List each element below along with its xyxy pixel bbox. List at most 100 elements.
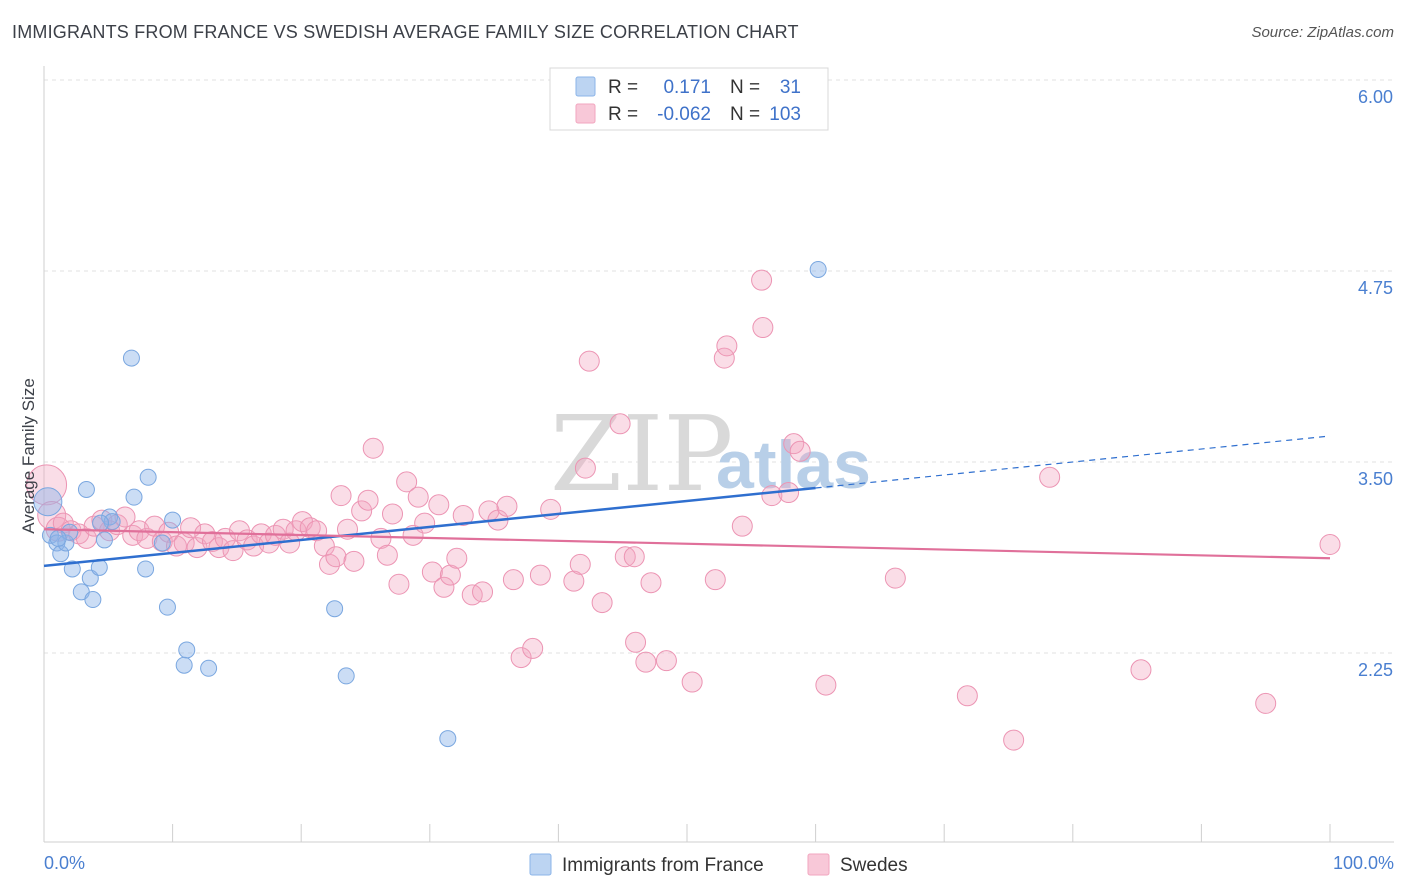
- france-point: [139, 468, 157, 486]
- france-point: [95, 531, 113, 549]
- swedes-point: [625, 631, 647, 653]
- legend-box: [549, 67, 829, 131]
- france-point: [125, 488, 143, 506]
- swedes-point: [681, 671, 703, 693]
- france-point: [200, 659, 218, 677]
- swedes-point: [330, 485, 352, 507]
- swedes-point: [414, 512, 436, 534]
- legend-r-label-swedes: R =: [608, 104, 638, 125]
- france-point: [63, 560, 81, 578]
- swedes-point: [201, 530, 223, 552]
- swedes-point: [569, 553, 591, 575]
- swedes-point: [761, 485, 783, 507]
- swedes-point: [496, 495, 518, 517]
- swedes-point: [522, 637, 544, 659]
- bottom-legend-swatch-france: [529, 853, 552, 876]
- swedes-point: [1003, 729, 1025, 751]
- swedes-point: [472, 581, 494, 603]
- y-tick-label: 3.50: [1358, 469, 1393, 489]
- swedes-point: [502, 569, 524, 591]
- swedes-point: [529, 564, 551, 586]
- swedes-point: [609, 413, 631, 435]
- swedes-point: [751, 269, 773, 291]
- swedes-point: [382, 503, 404, 525]
- y-tick-label: 6.00: [1358, 87, 1393, 107]
- swedes-point: [446, 547, 468, 569]
- swedes-point: [884, 567, 906, 589]
- bottom-legend-label-france: Immigrants from France: [562, 855, 764, 876]
- swedes-point: [452, 504, 474, 526]
- swedes-point: [1039, 466, 1061, 488]
- france-points: [33, 260, 827, 748]
- swedes-points: [26, 269, 1341, 751]
- bottom-legend: Immigrants from France Swedes: [529, 853, 908, 876]
- swedes-point: [228, 520, 250, 542]
- swedes-point: [614, 546, 636, 568]
- swedes-point: [52, 512, 74, 534]
- france-point: [178, 641, 196, 659]
- france-point: [77, 481, 95, 499]
- legend-r-value-france: 0.171: [663, 77, 711, 98]
- swedes-point: [655, 650, 677, 672]
- swedes-point: [1255, 692, 1277, 714]
- swedes-point: [136, 527, 158, 549]
- swedes-point: [1319, 534, 1341, 556]
- bottom-legend-swatch-swedes: [807, 853, 830, 876]
- swedes-point: [351, 500, 373, 522]
- france-point: [326, 600, 344, 618]
- swedes-point: [716, 335, 738, 357]
- swedes-point: [752, 317, 774, 339]
- swedes-point: [704, 569, 726, 591]
- swedes-point: [343, 550, 365, 572]
- swedes-point: [574, 457, 596, 479]
- legend-n-label-france: N =: [730, 77, 760, 98]
- france-trend-line: [43, 486, 816, 568]
- swedes-trend-line: [43, 528, 1331, 560]
- legend-n-label-swedes: N =: [730, 104, 760, 125]
- x-tick-label-min: 0.0%: [44, 853, 85, 873]
- swedes-point: [362, 437, 384, 459]
- swedes-point: [578, 350, 600, 372]
- swedes-point: [640, 572, 662, 594]
- swedes-point: [421, 561, 443, 583]
- source-label: Source: ZipAtlas.com: [1251, 24, 1394, 41]
- france-point: [158, 598, 176, 616]
- swedes-point: [433, 576, 455, 598]
- swedes-point: [407, 486, 429, 508]
- legend-r-value-swedes: -0.062: [657, 104, 711, 125]
- y-tick-labels: 6.00 4.75 3.50 2.25: [1358, 87, 1393, 680]
- x-tick-label-max: 100.0%: [1333, 853, 1394, 873]
- swedes-point: [376, 544, 398, 566]
- y-tick-label: 2.25: [1358, 660, 1393, 680]
- chart-title: IMMIGRANTS FROM FRANCE VS SWEDISH AVERAG…: [12, 22, 799, 42]
- france-point: [439, 730, 457, 748]
- y-tick-label: 4.75: [1358, 278, 1393, 298]
- legend-swatch-swedes: [575, 103, 596, 124]
- legend-swatch-france: [575, 76, 596, 97]
- swedes-point: [956, 685, 978, 707]
- france-point: [137, 560, 155, 578]
- swedes-point: [591, 592, 613, 614]
- legend-r-label-france: R =: [608, 77, 638, 98]
- swedes-point: [388, 573, 410, 595]
- swedes-point: [510, 647, 532, 669]
- swedes-point: [789, 440, 811, 462]
- france-point: [337, 667, 355, 685]
- swedes-point: [325, 546, 347, 568]
- france-point: [164, 511, 182, 529]
- france-point: [49, 529, 67, 547]
- bottom-legend-label-swedes: Swedes: [840, 855, 908, 876]
- swedes-point: [26, 464, 68, 506]
- legend: R = 0.171 N = 31 R = -0.062 N = 103: [549, 67, 829, 131]
- legend-n-value-swedes: 103: [769, 104, 801, 125]
- france-trend-extension: [815, 435, 1331, 489]
- france-point: [809, 260, 827, 278]
- swedes-point: [357, 489, 379, 511]
- axes: [43, 66, 1394, 843]
- swedes-point: [731, 515, 753, 537]
- france-point: [101, 508, 119, 526]
- france-point: [153, 534, 171, 552]
- swedes-point: [815, 674, 837, 696]
- trend-lines: [43, 435, 1331, 568]
